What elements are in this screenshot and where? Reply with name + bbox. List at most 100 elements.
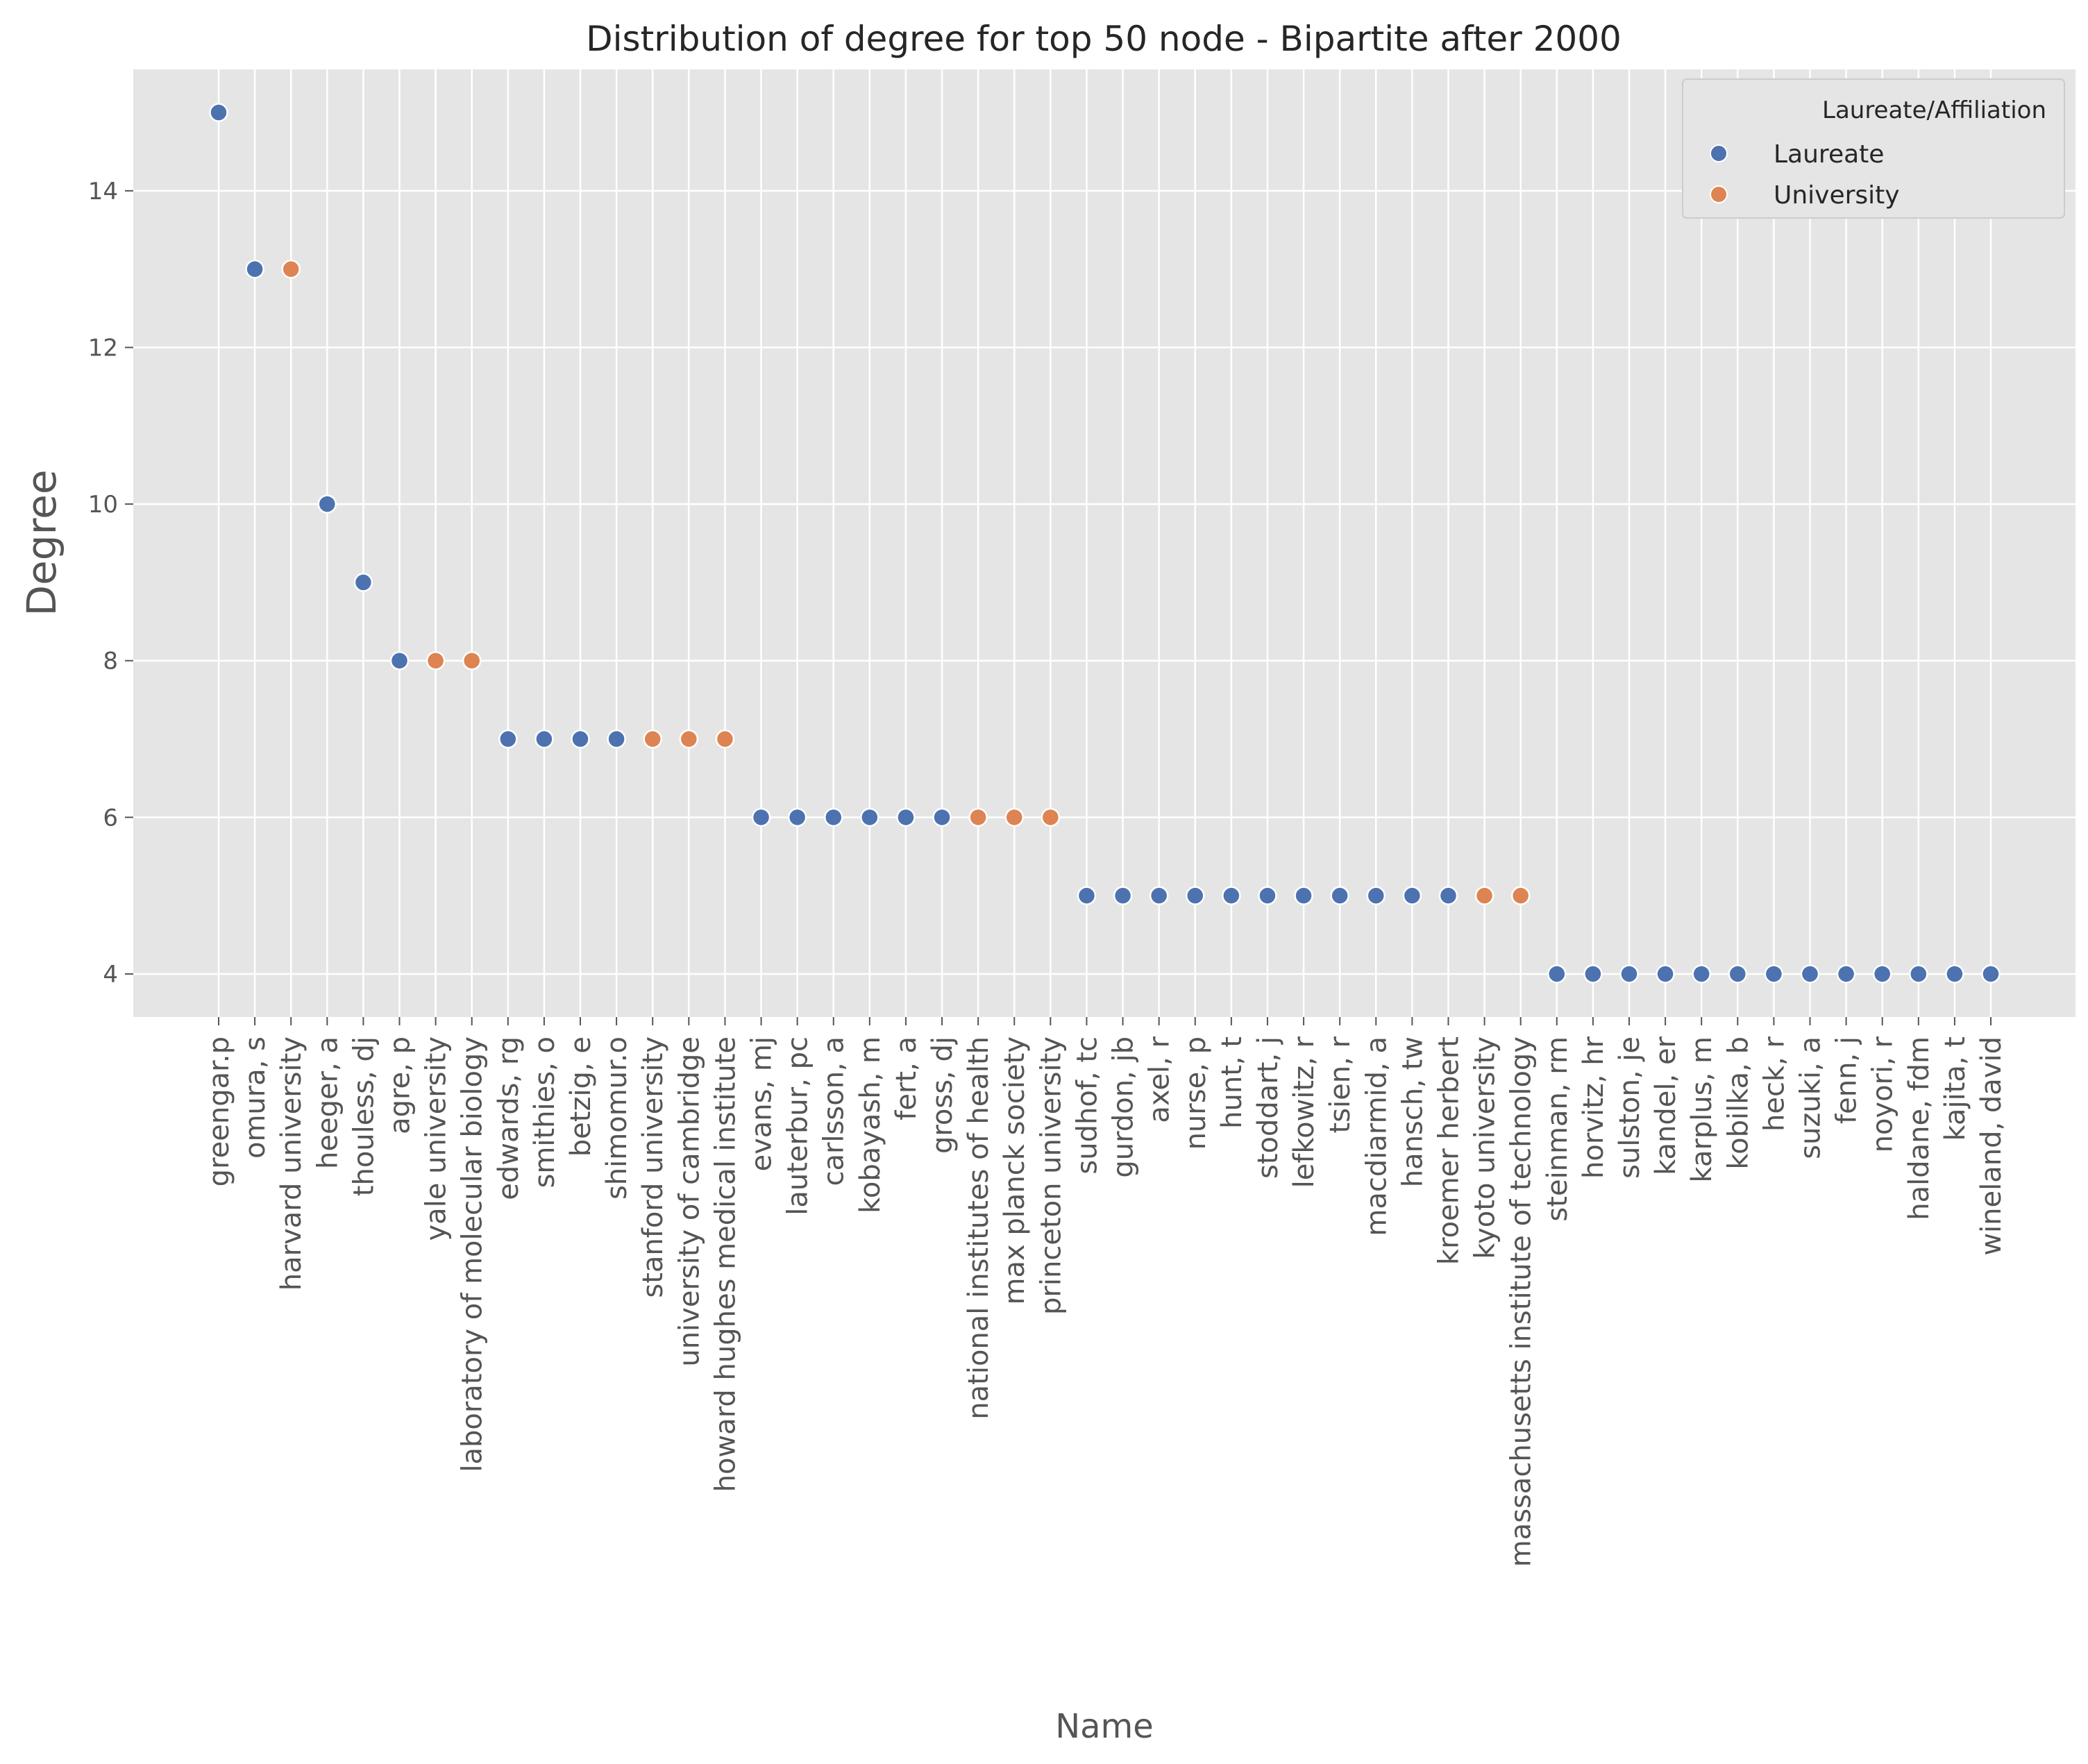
- x-tick-label: kroemer herbert: [1433, 1036, 1465, 1265]
- legend-marker-laureate: [1710, 144, 1728, 162]
- x-tick-label: kobilka, b: [1722, 1036, 1754, 1170]
- x-tick-label: greengar.p: [203, 1036, 235, 1186]
- x-tick-label: howard hughes medical institute: [709, 1036, 741, 1492]
- data-point: [968, 807, 988, 828]
- data-point: [1402, 886, 1422, 905]
- x-tick-label: agre, p: [385, 1036, 416, 1134]
- data-point: [1981, 964, 2001, 984]
- x-tick-label: princeton university: [1035, 1036, 1067, 1315]
- x-tick-label: shimomur.o: [601, 1036, 633, 1200]
- x-tick-label: hunt, t: [1216, 1036, 1248, 1129]
- x-tick-label: kajita, t: [1939, 1036, 1971, 1141]
- x-tick-label: national institutes of health: [963, 1036, 995, 1420]
- data-point: [245, 259, 264, 279]
- data-point: [1077, 886, 1097, 905]
- y-tick-label: 6: [103, 804, 118, 832]
- data-point: [860, 807, 879, 828]
- x-tick-label: noyori, r: [1867, 1036, 1899, 1152]
- x-tick-label: hansch, tw: [1397, 1036, 1429, 1187]
- data-point: [1583, 964, 1603, 984]
- x-tick-label: karplus, m: [1686, 1036, 1718, 1183]
- x-tick-label: macdiarmid, a: [1361, 1036, 1392, 1236]
- x-tick-label: fenn, j: [1831, 1036, 1863, 1124]
- data-point: [426, 650, 446, 671]
- y-axis-label: Degree: [18, 469, 65, 616]
- data-point: [1149, 886, 1169, 905]
- x-tick-label: steinman, rm: [1542, 1036, 1574, 1222]
- data-point: [1692, 964, 1711, 984]
- data-point: [896, 807, 916, 828]
- x-axis-ticks: greengar.p omura, s harvard university heeg…: [203, 1017, 2007, 1567]
- data-point: [209, 103, 228, 122]
- y-tick-label: 12: [88, 334, 118, 362]
- data-point: [1041, 807, 1061, 828]
- data-point: [1619, 964, 1639, 984]
- data-point: [643, 729, 662, 749]
- data-point: [1366, 886, 1386, 905]
- data-point: [1510, 886, 1531, 905]
- x-tick-label: edwards, rg: [493, 1036, 525, 1200]
- data-point: [787, 807, 807, 828]
- data-point: [1945, 964, 1964, 984]
- data-point: [1330, 886, 1349, 905]
- x-tick-label: stanford university: [637, 1036, 669, 1298]
- x-tick-label: gurdon, jb: [1108, 1036, 1140, 1178]
- data-point: [462, 650, 482, 671]
- data-point: [389, 650, 410, 671]
- x-tick-label: carlsson, a: [818, 1036, 850, 1186]
- x-tick-label: omura, s: [239, 1036, 271, 1159]
- data-point: [1294, 886, 1313, 905]
- data-point: [607, 729, 626, 749]
- data-point: [1728, 964, 1748, 984]
- x-tick-label: gross, dj: [927, 1036, 959, 1154]
- x-tick-label: kyoto university: [1470, 1036, 1501, 1259]
- x-tick-label: laboratory of molecular biology: [457, 1036, 489, 1472]
- y-tick-label: 14: [88, 178, 118, 205]
- data-point: [1764, 964, 1784, 984]
- grid-lines: [133, 69, 2076, 1017]
- data-point: [932, 807, 952, 828]
- data-point: [715, 729, 735, 749]
- data-point: [1004, 807, 1024, 828]
- data-point: [534, 729, 554, 749]
- data-point: [1656, 964, 1675, 984]
- x-tick-label: university of cambridge: [673, 1036, 705, 1367]
- data-point: [1186, 886, 1205, 905]
- x-tick-label: smithies, o: [529, 1036, 561, 1188]
- x-tick-label: axel, r: [1144, 1036, 1176, 1123]
- x-tick-label: wineland, david: [1976, 1036, 2007, 1256]
- x-tick-label: suzuki, a: [1794, 1036, 1826, 1159]
- data-point: [498, 729, 518, 749]
- legend: Laureate/Affiliation Laureate University: [1682, 78, 2065, 219]
- data-points: [209, 103, 2001, 984]
- x-tick-label: lefkowitz, r: [1288, 1036, 1320, 1188]
- x-tick-label: kobayash, m: [854, 1036, 886, 1213]
- x-tick-label: harvard university: [276, 1036, 308, 1291]
- x-tick-label: thouless, dj: [348, 1036, 380, 1196]
- y-tick-label: 4: [103, 961, 118, 989]
- y-tick-label: 10: [88, 491, 118, 519]
- data-point: [571, 729, 590, 749]
- data-point: [1800, 964, 1820, 984]
- x-tick-label: heeger, a: [312, 1036, 344, 1169]
- data-point: [1909, 964, 1928, 984]
- data-point: [281, 259, 301, 279]
- x-tick-label: betzig, e: [565, 1036, 597, 1157]
- legend-label-university: University: [1774, 181, 1900, 210]
- plot-area: [133, 69, 2076, 1017]
- x-tick-label: evans, mj: [746, 1036, 778, 1172]
- data-point: [1258, 886, 1277, 905]
- x-tick-label: massachusetts institute of technology: [1506, 1036, 1538, 1567]
- chart-title: Distribution of degree for top 50 node -…: [586, 19, 1622, 59]
- data-point: [1474, 886, 1495, 905]
- legend-label-laureate: Laureate: [1774, 140, 1884, 169]
- data-point: [1836, 964, 1856, 984]
- data-point: [679, 729, 699, 749]
- data-point: [1222, 886, 1241, 905]
- x-tick-label: sulston, je: [1614, 1036, 1646, 1179]
- x-tick-label: heck, r: [1758, 1036, 1790, 1132]
- data-point: [1872, 964, 1892, 984]
- x-tick-label: nurse, p: [1180, 1036, 1212, 1150]
